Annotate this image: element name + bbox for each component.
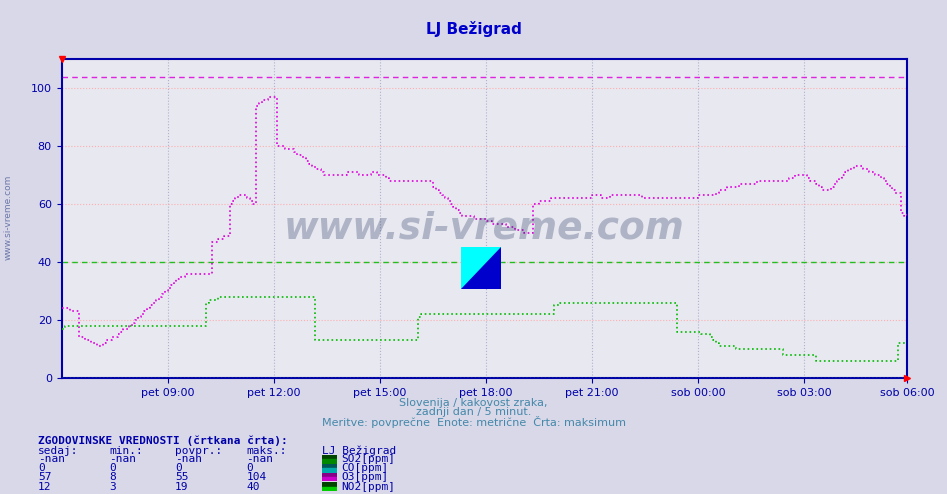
Text: -nan: -nan bbox=[109, 454, 136, 464]
Text: 55: 55 bbox=[175, 472, 188, 482]
Text: -nan: -nan bbox=[175, 454, 203, 464]
Text: maks.:: maks.: bbox=[246, 446, 287, 455]
Text: 0: 0 bbox=[38, 463, 45, 473]
Text: 57: 57 bbox=[38, 472, 51, 482]
Text: SO2[ppm]: SO2[ppm] bbox=[341, 454, 395, 464]
Text: -nan: -nan bbox=[246, 454, 274, 464]
Bar bbox=[322, 455, 337, 459]
Bar bbox=[322, 464, 337, 468]
Text: Slovenija / kakovost zraka,: Slovenija / kakovost zraka, bbox=[400, 398, 547, 408]
Bar bbox=[322, 468, 337, 472]
Text: CO[ppm]: CO[ppm] bbox=[341, 463, 388, 473]
Text: zadnji dan / 5 minut.: zadnji dan / 5 minut. bbox=[416, 408, 531, 417]
Text: 3: 3 bbox=[109, 482, 116, 492]
Text: 40: 40 bbox=[246, 482, 259, 492]
Text: LJ Bežigrad: LJ Bežigrad bbox=[425, 21, 522, 37]
Bar bbox=[322, 473, 337, 477]
Text: 8: 8 bbox=[109, 472, 116, 482]
Polygon shape bbox=[461, 247, 501, 289]
Text: 0: 0 bbox=[246, 463, 253, 473]
Text: NO2[ppm]: NO2[ppm] bbox=[341, 482, 395, 492]
Text: -nan: -nan bbox=[38, 454, 65, 464]
Bar bbox=[322, 459, 337, 463]
Text: min.:: min.: bbox=[109, 446, 143, 455]
Text: O3[ppm]: O3[ppm] bbox=[341, 472, 388, 482]
Text: LJ Bežigrad: LJ Bežigrad bbox=[322, 445, 396, 456]
Text: ZGODOVINSKE VREDNOSTI (črtkana črta):: ZGODOVINSKE VREDNOSTI (črtkana črta): bbox=[38, 435, 288, 446]
Text: Meritve: povprečne  Enote: metrične  Črta: maksimum: Meritve: povprečne Enote: metrične Črta:… bbox=[321, 416, 626, 428]
Polygon shape bbox=[461, 247, 501, 289]
Bar bbox=[322, 482, 337, 487]
Text: 104: 104 bbox=[246, 472, 266, 482]
Text: sedaj:: sedaj: bbox=[38, 446, 79, 455]
Text: 12: 12 bbox=[38, 482, 51, 492]
Text: www.si-vreme.com: www.si-vreme.com bbox=[284, 210, 685, 246]
Text: 19: 19 bbox=[175, 482, 188, 492]
Text: 0: 0 bbox=[109, 463, 116, 473]
Text: www.si-vreme.com: www.si-vreme.com bbox=[4, 175, 13, 260]
Bar bbox=[322, 477, 337, 481]
Bar bbox=[322, 487, 337, 491]
Text: 0: 0 bbox=[175, 463, 182, 473]
Text: povpr.:: povpr.: bbox=[175, 446, 223, 455]
